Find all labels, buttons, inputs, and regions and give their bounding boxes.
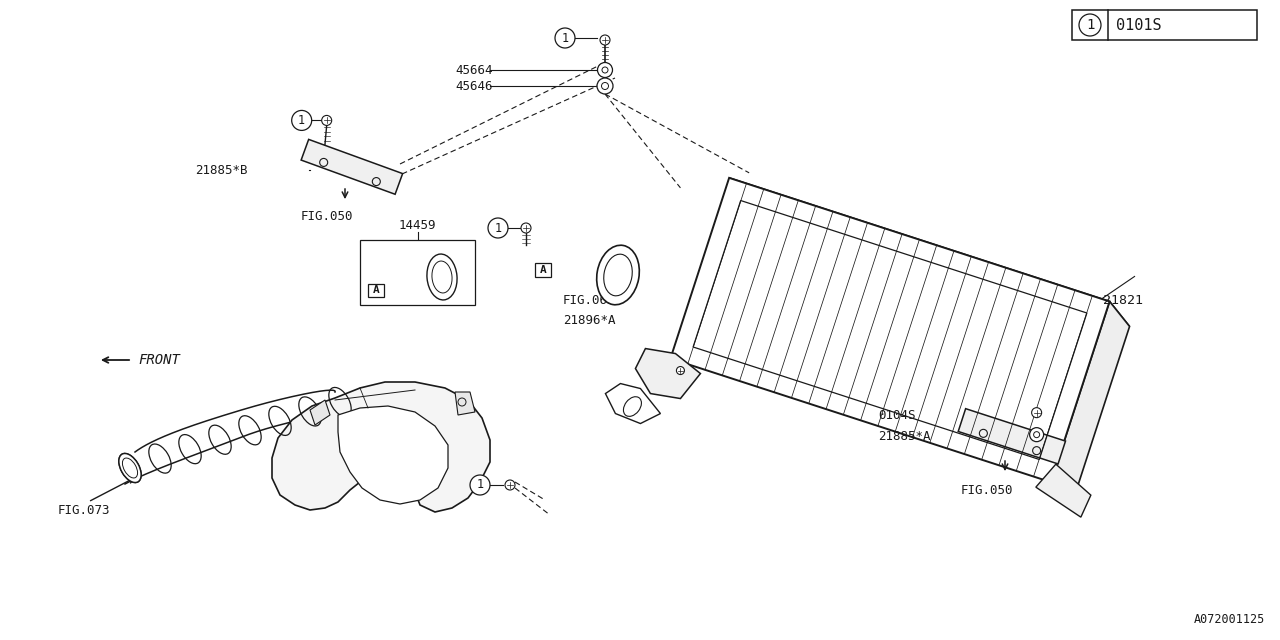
Polygon shape — [605, 383, 660, 424]
Polygon shape — [273, 382, 490, 512]
Text: 1: 1 — [476, 479, 484, 492]
Circle shape — [1032, 408, 1042, 418]
Polygon shape — [1036, 464, 1091, 517]
Text: 1: 1 — [298, 114, 305, 127]
Text: 21896*B: 21896*B — [398, 250, 448, 262]
Text: FIG.050: FIG.050 — [961, 484, 1014, 497]
Polygon shape — [730, 178, 1129, 326]
Circle shape — [321, 115, 332, 125]
Text: 14459: 14459 — [399, 219, 436, 232]
Text: 21885*A: 21885*A — [878, 431, 931, 444]
Ellipse shape — [119, 453, 141, 483]
Circle shape — [521, 223, 531, 233]
Ellipse shape — [596, 245, 639, 305]
Text: A072001125: A072001125 — [1194, 613, 1265, 626]
Bar — [369, 284, 384, 296]
Circle shape — [1079, 14, 1101, 36]
Bar — [360, 240, 475, 305]
Text: 21821: 21821 — [1103, 294, 1143, 307]
Ellipse shape — [119, 453, 141, 483]
Ellipse shape — [428, 254, 457, 300]
Text: 0101S: 0101S — [1116, 17, 1162, 33]
Circle shape — [506, 480, 515, 490]
Polygon shape — [671, 178, 1110, 482]
Polygon shape — [959, 409, 1065, 464]
Circle shape — [596, 78, 613, 94]
Polygon shape — [310, 400, 330, 425]
Text: FIG.050: FIG.050 — [301, 210, 353, 223]
Circle shape — [556, 28, 575, 48]
Polygon shape — [338, 406, 448, 504]
Circle shape — [598, 63, 613, 77]
Bar — [535, 263, 550, 277]
Circle shape — [292, 111, 312, 131]
Bar — [1073, 10, 1257, 40]
Polygon shape — [1051, 301, 1129, 507]
Text: 0104S: 0104S — [878, 409, 915, 422]
Text: FIG.073: FIG.073 — [58, 504, 110, 516]
Circle shape — [600, 35, 611, 45]
Text: 45664: 45664 — [454, 63, 493, 77]
Text: 1: 1 — [494, 221, 502, 234]
Circle shape — [470, 475, 490, 495]
Circle shape — [676, 367, 685, 374]
Polygon shape — [301, 140, 403, 195]
Circle shape — [1029, 428, 1043, 442]
Text: 21885*B: 21885*B — [195, 163, 247, 177]
Polygon shape — [635, 349, 700, 399]
Text: 1: 1 — [562, 31, 568, 45]
Text: FRONT: FRONT — [138, 353, 180, 367]
Text: A: A — [372, 285, 379, 295]
Text: 1: 1 — [1085, 18, 1094, 32]
Circle shape — [488, 218, 508, 238]
Text: 21896*A: 21896*A — [563, 314, 616, 326]
Text: FIG.063: FIG.063 — [563, 294, 616, 307]
Text: 45646: 45646 — [454, 79, 493, 93]
Text: A: A — [540, 265, 547, 275]
Polygon shape — [454, 392, 475, 415]
